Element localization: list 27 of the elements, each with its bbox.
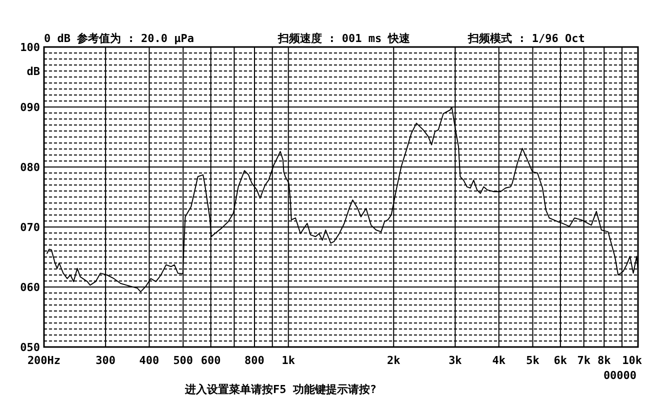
x-tick-label: 3k (448, 354, 462, 367)
y-tick-label: 070 (20, 220, 40, 234)
y-tick-label: 050 (20, 340, 40, 354)
text: 00000 (603, 369, 637, 382)
x-tick-label: 400 (139, 354, 160, 367)
chart-title: 0 dB 参考值为 : 20.0 μPa (44, 32, 194, 45)
text: 进入设置菜单请按F5 功能键提示请按? (184, 383, 376, 396)
x-tick-label: 4k (492, 354, 506, 367)
chart-subtitle: 扫频速度 : 001 ms 快速 (277, 32, 412, 45)
x-tick-label: 1k (282, 354, 296, 367)
x-tick-label: 8k (597, 354, 612, 367)
x-tick-label: 300 (96, 354, 116, 367)
x-tick-label: 6k (554, 354, 568, 367)
y-tick-label: 060 (20, 280, 40, 294)
text: 扫频模式 : 1/96 Oct (467, 32, 585, 45)
y-tick-label: 080 (20, 160, 40, 174)
x-tick-label: 200Hz (27, 354, 61, 367)
x-tick-label: 800 (244, 354, 264, 367)
x-tick-label: 500 (173, 354, 194, 367)
y-axis-title: dB (26, 65, 40, 78)
x-tick-label: 2k (387, 354, 401, 367)
y-tick-label: 100 (20, 40, 40, 54)
x-tick-label: 5k (526, 354, 540, 367)
x-tick-label: 600 (200, 354, 221, 367)
x-tick-label: 10k (622, 354, 642, 367)
y-tick-label: 090 (20, 100, 40, 114)
x-tick-label: 7k (577, 354, 591, 367)
